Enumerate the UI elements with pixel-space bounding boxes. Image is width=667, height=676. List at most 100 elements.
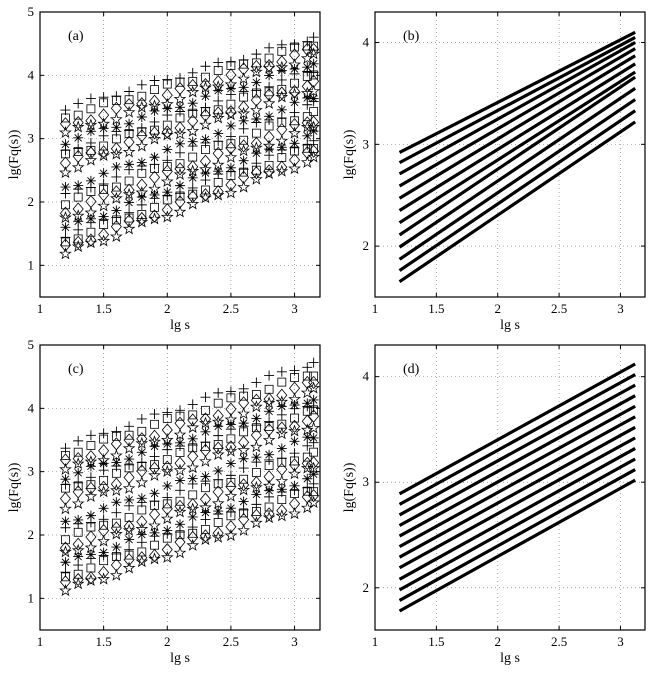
data-point-plus [162, 407, 173, 418]
data-point-plus [162, 155, 173, 166]
data-point-diamond [123, 135, 135, 149]
data-point-asterisk [60, 182, 71, 193]
data-point-diamond [136, 129, 148, 143]
data-point-diamond [72, 537, 84, 551]
data-point-diamond [276, 462, 288, 476]
data-point-diamond [250, 476, 262, 490]
data-point-square [264, 502, 274, 512]
data-point-diamond [199, 188, 211, 202]
series-line-10 [398, 383, 636, 517]
data-point-star [186, 538, 200, 551]
data-point-star [307, 381, 320, 394]
data-point-star [135, 436, 149, 449]
data-point-diamond [212, 526, 224, 540]
data-point-asterisk [162, 480, 173, 491]
data-point-square [150, 540, 159, 550]
data-point-asterisk [136, 493, 147, 504]
data-point-star [135, 100, 149, 113]
data-point-star [122, 222, 136, 235]
data-point-plus [162, 492, 173, 503]
data-point-asterisk [289, 97, 300, 108]
data-point-diamond [85, 449, 97, 464]
data-point-plus [251, 499, 262, 510]
data-point-star [211, 79, 225, 93]
data-point-plus [187, 399, 198, 410]
data-point-diamond [110, 437, 122, 451]
data-point-diamond [238, 396, 250, 410]
data-point-square [73, 192, 83, 202]
plot-area [398, 30, 637, 284]
data-point-plus [289, 39, 300, 50]
series-line-10 [398, 41, 636, 176]
data-point-asterisk [175, 475, 185, 486]
data-point-asterisk [276, 401, 287, 412]
data-point-plus [124, 544, 135, 555]
data-point-star [71, 120, 85, 133]
data-point-asterisk [308, 58, 319, 69]
data-point-square [86, 441, 96, 450]
data-point-diamond [136, 464, 148, 478]
data-point-star [122, 187, 136, 200]
data-point-diamond [174, 499, 186, 514]
data-point-star [262, 139, 276, 152]
data-point-asterisk [149, 527, 160, 538]
data-point-star [173, 92, 187, 105]
data-point-square [86, 563, 96, 573]
data-point-square [213, 66, 223, 75]
data-point-asterisk [251, 114, 262, 125]
data-point-asterisk [60, 139, 71, 150]
data-point-plus [175, 405, 185, 416]
series-line-5 [398, 75, 637, 237]
data-point-diamond [250, 93, 262, 107]
data-point-star [135, 185, 149, 199]
data-point-plus [111, 91, 122, 102]
data-point-asterisk [136, 112, 147, 123]
data-point-diamond [238, 435, 250, 449]
data-point-asterisk [302, 473, 313, 484]
data-point-asterisk [264, 449, 275, 460]
data-point-square [124, 512, 134, 522]
data-point-diamond [72, 452, 84, 466]
data-point-diamond [250, 428, 262, 442]
data-point-star [249, 141, 263, 154]
data-point-diamond [276, 504, 288, 518]
data-point-diamond [123, 470, 135, 485]
data-point-square [150, 419, 159, 429]
series-line-6 [398, 425, 636, 559]
data-point-asterisk [264, 70, 275, 81]
data-point-plus [136, 79, 147, 90]
data-point-star [59, 502, 72, 515]
data-point-diamond [110, 477, 122, 491]
data-point-asterisk [162, 187, 173, 198]
data-point-diamond [263, 88, 275, 102]
data-point-star [59, 166, 72, 179]
data-point-plus [308, 135, 319, 146]
data-point-square [226, 434, 236, 444]
data-point-diamond [308, 375, 320, 390]
data-point-plus [136, 123, 147, 134]
data-point-asterisk [264, 144, 275, 155]
data-point-plus [289, 107, 300, 118]
data-point-asterisk [200, 91, 211, 102]
data-point-plus [200, 61, 211, 72]
data-point-asterisk [162, 525, 173, 536]
data-point-plus [175, 485, 185, 496]
data-point-plus [238, 504, 249, 515]
data-point-asterisk [175, 180, 185, 191]
data-point-star [59, 126, 72, 139]
data-point-star [275, 134, 289, 147]
data-point-asterisk [162, 438, 173, 449]
x-tick-label: 2 [494, 634, 501, 649]
data-point-diamond [263, 507, 275, 521]
data-point-diamond [123, 519, 135, 534]
data-point-star [71, 160, 85, 173]
data-point-diamond [238, 100, 250, 114]
data-point-star [224, 444, 238, 457]
data-point-asterisk [213, 166, 224, 177]
data-point-star [173, 428, 187, 441]
data-point-diamond [149, 507, 161, 522]
data-point-asterisk [111, 497, 122, 508]
data-point-asterisk [213, 465, 224, 476]
data-point-diamond [212, 106, 224, 120]
